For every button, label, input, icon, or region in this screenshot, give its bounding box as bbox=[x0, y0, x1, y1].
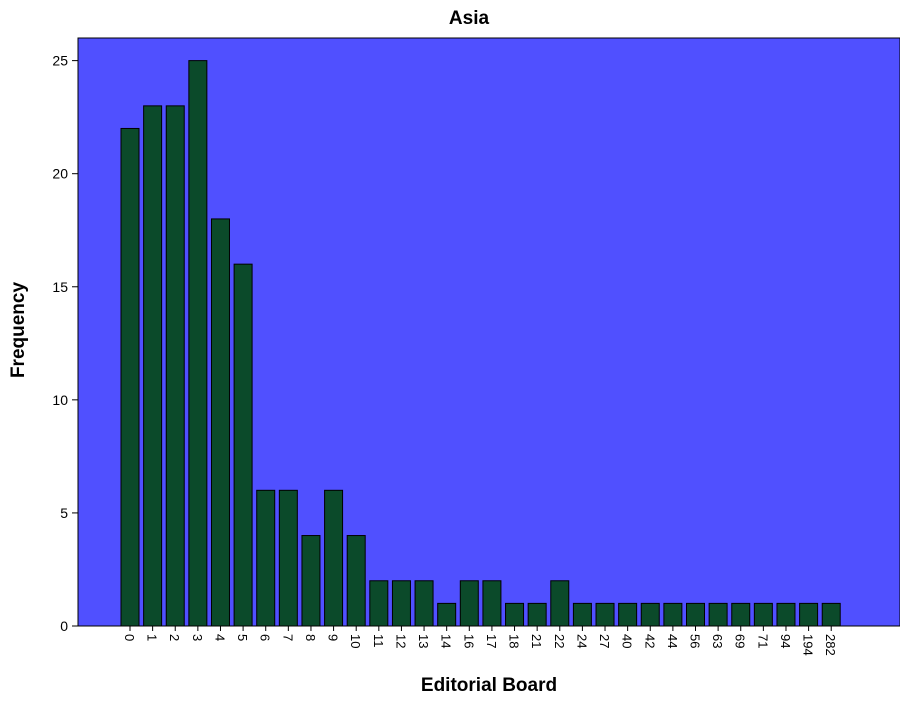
bar-3 bbox=[188, 60, 208, 627]
x-axis-label: Editorial Board bbox=[421, 675, 557, 696]
x-tick-label: 42 bbox=[642, 634, 657, 648]
x-tick-label: 40 bbox=[620, 634, 635, 648]
bar-9 bbox=[324, 489, 344, 627]
x-tick-label: 44 bbox=[665, 634, 680, 648]
bar-282 bbox=[821, 602, 841, 627]
x-tick-label: 6 bbox=[258, 634, 273, 641]
bar-69 bbox=[731, 602, 751, 627]
x-tick-label: 24 bbox=[574, 634, 589, 648]
x-tick-label: 12 bbox=[393, 634, 408, 648]
x-tick-label: 13 bbox=[416, 634, 431, 648]
bar-7 bbox=[278, 489, 298, 627]
x-tick-label: 18 bbox=[507, 634, 522, 648]
y-tick-label: 15 bbox=[52, 279, 68, 295]
bar-5 bbox=[233, 263, 253, 627]
x-tick-label: 3 bbox=[190, 634, 205, 641]
bar-18 bbox=[505, 602, 525, 627]
bar-71 bbox=[753, 602, 773, 627]
bar-22 bbox=[550, 580, 570, 627]
bar-10 bbox=[346, 535, 366, 627]
x-tick-label: 21 bbox=[529, 634, 544, 648]
bar-1 bbox=[143, 105, 163, 627]
x-tick-label: 16 bbox=[461, 634, 476, 648]
x-tick-label: 27 bbox=[597, 634, 612, 648]
x-tick-label: 94 bbox=[778, 634, 793, 648]
y-tick-label: 25 bbox=[52, 53, 68, 69]
bar-24 bbox=[572, 602, 592, 627]
bar-17 bbox=[482, 580, 502, 627]
x-axis: 0 1 2 3 4 5 6 7 8 9 10 11 12 13 14 16 17 18 21 22 24 27 40 42 44… bbox=[122, 626, 838, 656]
x-tick-label: 194 bbox=[801, 634, 816, 656]
bar-16 bbox=[459, 580, 479, 627]
bar-194 bbox=[799, 602, 819, 627]
bar-14 bbox=[437, 602, 457, 627]
x-tick-label: 8 bbox=[303, 634, 318, 641]
bar-12 bbox=[391, 580, 411, 627]
y-tick-label: 0 bbox=[60, 618, 68, 634]
bar-8 bbox=[301, 535, 321, 627]
bar-42 bbox=[640, 602, 660, 627]
x-tick-label: 7 bbox=[280, 634, 295, 641]
bar-6 bbox=[256, 489, 276, 627]
bar-63 bbox=[708, 602, 728, 627]
x-tick-label: 11 bbox=[371, 634, 386, 648]
x-tick-label: 71 bbox=[755, 634, 770, 648]
x-tick-label: 56 bbox=[688, 634, 703, 648]
bar-56 bbox=[686, 602, 705, 627]
x-tick-label: 1 bbox=[145, 634, 160, 641]
y-axis: 0 5 10 15 20 25 bbox=[52, 53, 78, 634]
chart-title: Asia bbox=[449, 8, 490, 29]
x-tick-label: 2 bbox=[167, 634, 182, 641]
bar-27 bbox=[595, 602, 615, 627]
bar-11 bbox=[369, 580, 389, 627]
x-tick-label: 9 bbox=[326, 634, 341, 641]
x-tick-label: 4 bbox=[212, 634, 227, 641]
x-tick-label: 69 bbox=[733, 634, 748, 648]
x-tick-label: 17 bbox=[484, 634, 499, 648]
y-tick-label: 20 bbox=[52, 166, 68, 182]
x-tick-label: 5 bbox=[235, 634, 250, 641]
y-axis-label: Frequency bbox=[8, 282, 29, 379]
x-tick-label: 10 bbox=[348, 634, 363, 648]
x-tick-label: 14 bbox=[439, 634, 454, 648]
x-tick-label: 0 bbox=[122, 634, 137, 641]
x-tick-label: 63 bbox=[710, 634, 725, 648]
bar-13 bbox=[414, 580, 434, 627]
y-tick-label: 5 bbox=[60, 505, 68, 521]
bar-40 bbox=[618, 602, 638, 627]
bar-44 bbox=[663, 602, 683, 627]
bar-21 bbox=[527, 602, 547, 627]
bar-2 bbox=[165, 105, 185, 627]
bar-0 bbox=[120, 127, 140, 627]
bars-group bbox=[120, 60, 841, 627]
x-tick-label: 282 bbox=[823, 634, 838, 656]
x-tick-label: 22 bbox=[552, 634, 567, 648]
bar-4 bbox=[210, 218, 230, 627]
y-tick-label: 10 bbox=[52, 392, 68, 408]
bar-94 bbox=[776, 602, 796, 627]
